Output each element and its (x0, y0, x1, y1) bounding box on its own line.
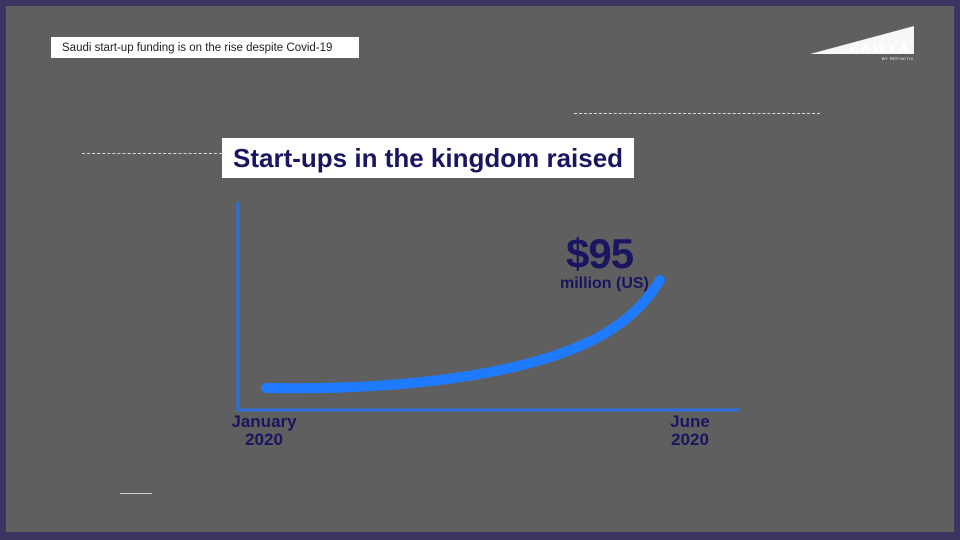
x-tick-start-line1: January (231, 412, 297, 431)
zawya-logo-icon (810, 26, 914, 54)
x-tick-label-start: January 2020 (226, 413, 302, 449)
logo-text: ZAWYA (850, 40, 911, 55)
growth-curve-line (261, 275, 665, 394)
dashed-divider-top (574, 113, 820, 114)
x-tick-end-line1: June (670, 412, 710, 431)
x-tick-label-end: June 2020 (656, 413, 724, 449)
caption-banner: Saudi start-up funding is on the rise de… (51, 37, 359, 58)
frame-border-segment (664, 532, 960, 540)
annotation-unit: million (US) (560, 275, 649, 292)
caption-text: Saudi start-up funding is on the rise de… (62, 41, 333, 54)
decorative-rule (120, 493, 152, 494)
dashed-divider-left (82, 153, 222, 154)
annotation-value: $95 (566, 230, 634, 277)
slide-background (6, 6, 954, 532)
x-tick-end-line2: 2020 (671, 430, 709, 449)
x-tick-start-line2: 2020 (245, 430, 283, 449)
chart-title: Start-ups in the kingdom raised (222, 138, 635, 178)
chart-title-text: Start-ups in the kingdom raised (233, 142, 624, 173)
logo-subtext: BY REFINITIV (882, 56, 914, 61)
